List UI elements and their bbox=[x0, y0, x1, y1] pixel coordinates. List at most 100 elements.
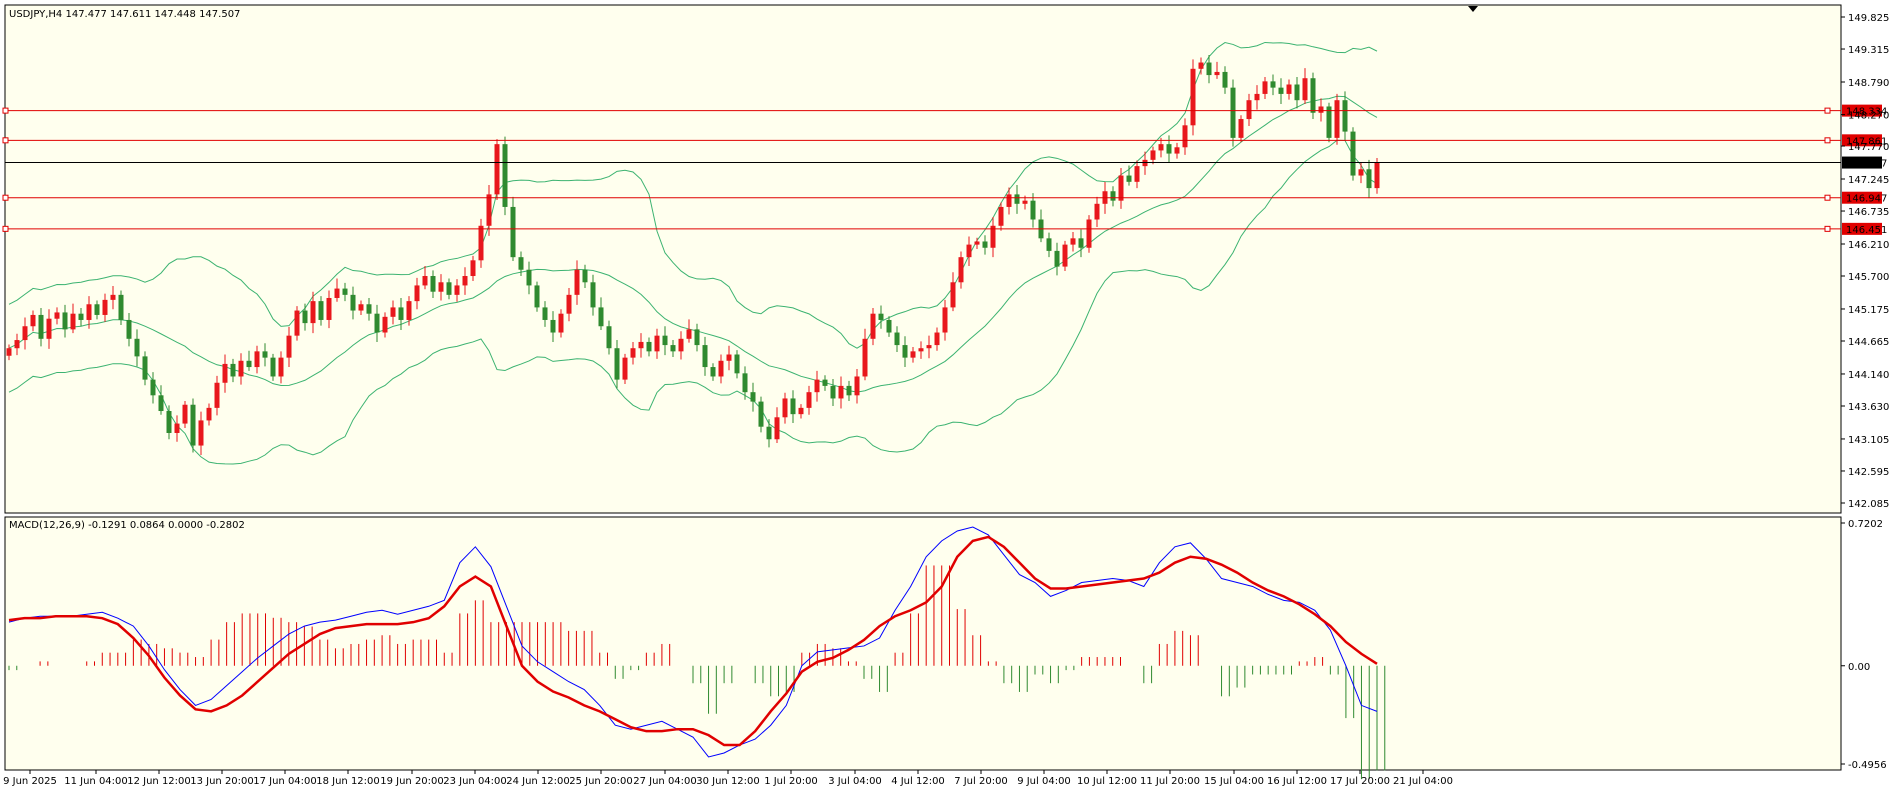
candle-body bbox=[478, 225, 484, 261]
candle-body bbox=[1230, 87, 1236, 138]
candle-body bbox=[1006, 194, 1012, 207]
candle-body bbox=[566, 294, 572, 314]
candle-body bbox=[78, 313, 84, 320]
candle-body bbox=[982, 241, 988, 248]
candle-body bbox=[870, 313, 876, 339]
candle-body bbox=[174, 423, 180, 433]
candle-body bbox=[550, 319, 556, 333]
level-handle-right bbox=[1824, 225, 1831, 232]
candle-body bbox=[1278, 87, 1284, 94]
candle-body bbox=[398, 307, 404, 320]
time-axis-label: 3 Jul 04:00 bbox=[828, 776, 882, 787]
candle-body bbox=[790, 398, 796, 415]
candle-body bbox=[678, 338, 684, 352]
candle-body bbox=[1318, 106, 1324, 113]
candle-body bbox=[118, 294, 124, 320]
price-axis-label: 147.770 bbox=[1848, 142, 1889, 153]
time-axis-label: 10 Jul 12:00 bbox=[1077, 776, 1137, 787]
candle-body bbox=[990, 225, 996, 248]
candle-body bbox=[886, 319, 892, 333]
candle-body bbox=[110, 294, 116, 300]
candle-body bbox=[446, 282, 452, 295]
candle-body bbox=[1046, 238, 1052, 251]
candle-body bbox=[222, 363, 228, 383]
candle-body bbox=[942, 307, 948, 333]
candle-body bbox=[750, 392, 756, 402]
candle-body bbox=[638, 341, 644, 349]
candle-body bbox=[1206, 62, 1212, 76]
candle-body bbox=[542, 307, 548, 320]
candle-body bbox=[278, 357, 284, 377]
candlestick-series bbox=[6, 54, 1380, 455]
level-handle-left bbox=[2, 194, 9, 201]
candle-body bbox=[846, 385, 852, 396]
price-axis-label: 144.665 bbox=[1848, 337, 1889, 348]
candle-body bbox=[438, 282, 444, 292]
candle-body bbox=[734, 354, 740, 374]
price-axis-label: 146.735 bbox=[1848, 207, 1889, 218]
time-axis-label: 7 Jul 20:00 bbox=[954, 776, 1008, 787]
candle-body bbox=[1182, 125, 1188, 148]
price-axis-label: 149.315 bbox=[1848, 45, 1889, 56]
candle-body bbox=[246, 360, 252, 368]
time-axis-label: 27 Jun 04:00 bbox=[633, 776, 697, 787]
time-axis-label: 21 Jul 04:00 bbox=[1393, 776, 1453, 787]
candle-body bbox=[254, 351, 260, 368]
candle-body bbox=[334, 288, 340, 298]
candle-body bbox=[1342, 100, 1348, 132]
candle-body bbox=[142, 356, 148, 380]
time-axis-label: 16 Jul 12:00 bbox=[1267, 776, 1327, 787]
candle-body bbox=[894, 332, 900, 346]
candle-body bbox=[214, 382, 220, 408]
candle-body bbox=[182, 404, 188, 424]
candle-body bbox=[814, 379, 820, 393]
candle-body bbox=[1030, 200, 1036, 220]
chart-title: USDJPY,H4 147.477 147.611 147.448 147.50… bbox=[9, 9, 240, 20]
candle-body bbox=[38, 314, 44, 339]
candle-body bbox=[1014, 194, 1020, 204]
candle-body bbox=[758, 401, 764, 427]
candle-body bbox=[94, 304, 100, 315]
time-axis-label: 4 Jul 12:00 bbox=[891, 776, 945, 787]
time-axis-label: 9 Jul 04:00 bbox=[1017, 776, 1071, 787]
candle-body bbox=[382, 316, 388, 333]
candle-body bbox=[670, 345, 676, 352]
candle-body bbox=[606, 326, 612, 349]
candle-body bbox=[62, 312, 68, 330]
bollinger-middle bbox=[8, 95, 1378, 393]
candle-body bbox=[46, 318, 52, 339]
candle-body bbox=[158, 395, 164, 412]
candle-body bbox=[838, 385, 844, 399]
candle-body bbox=[14, 340, 20, 349]
current-price-label: 147.507 bbox=[1846, 159, 1887, 170]
price-axis-label: 146.210 bbox=[1848, 240, 1889, 251]
candle-body bbox=[910, 351, 916, 358]
level-handle-left bbox=[2, 107, 9, 114]
macd-line bbox=[8, 526, 1378, 758]
candle-body bbox=[590, 282, 596, 308]
candle-body bbox=[1198, 62, 1204, 69]
candle-body bbox=[950, 282, 956, 308]
candle-body bbox=[662, 335, 668, 346]
candle-body bbox=[1238, 119, 1244, 138]
candle-body bbox=[686, 329, 692, 339]
level-handle-right bbox=[1824, 107, 1831, 114]
candle-body bbox=[614, 348, 620, 380]
candle-body bbox=[430, 276, 436, 292]
candle-body bbox=[1134, 166, 1140, 182]
candle-body bbox=[598, 307, 604, 327]
candle-body bbox=[358, 304, 364, 311]
candle-body bbox=[646, 341, 652, 352]
candle-body bbox=[766, 426, 772, 440]
candle-body bbox=[822, 379, 828, 386]
price-axis-label: 144.140 bbox=[1848, 370, 1889, 381]
candle-body bbox=[958, 257, 964, 283]
time-axis-label: 17 Jun 04:00 bbox=[253, 776, 317, 787]
price-axis-label: 148.270 bbox=[1848, 111, 1889, 122]
candle-body bbox=[1174, 147, 1180, 154]
macd-axis-label: 0.7202 bbox=[1848, 519, 1883, 530]
time-axis-label: 24 Jun 12:00 bbox=[506, 776, 570, 787]
candle-body bbox=[1246, 100, 1252, 120]
candle-body bbox=[774, 417, 780, 440]
